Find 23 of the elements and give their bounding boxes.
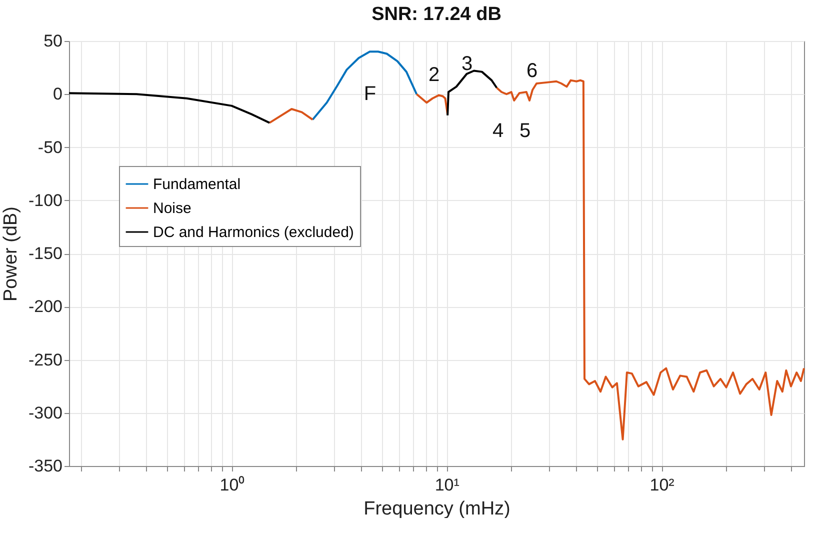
annotation: 5 [519,120,531,142]
legend-label: Fundamental [153,176,241,193]
x-tick-label: 10¹ [434,476,460,494]
y-axis-title: Power (dB) [0,206,22,302]
y-tick-label: -50 [38,138,62,157]
legend-label: DC and Harmonics (excluded) [153,224,354,241]
annotation: 6 [526,60,538,82]
y-tick-label: -350 [28,456,62,476]
annotation: F [364,83,376,105]
annotation: 3 [461,53,473,75]
x-tick-label: 10⁰ [220,476,245,494]
x-tick-label: 10² [650,476,675,494]
annotation: 4 [492,120,504,142]
annotation: 2 [428,64,440,86]
y-tick-label: -300 [28,403,62,422]
y-tick-label: -200 [28,297,62,316]
y-tick-label: 50 [44,32,62,50]
chart-title: SNR: 17.24 dB [372,4,502,25]
y-tick-label: 0 [53,84,62,104]
y-tick-label: -150 [28,244,62,263]
y-tick-label: -250 [28,350,62,370]
y-tick-label: -100 [28,190,62,210]
legend-label: Noise [153,200,192,217]
